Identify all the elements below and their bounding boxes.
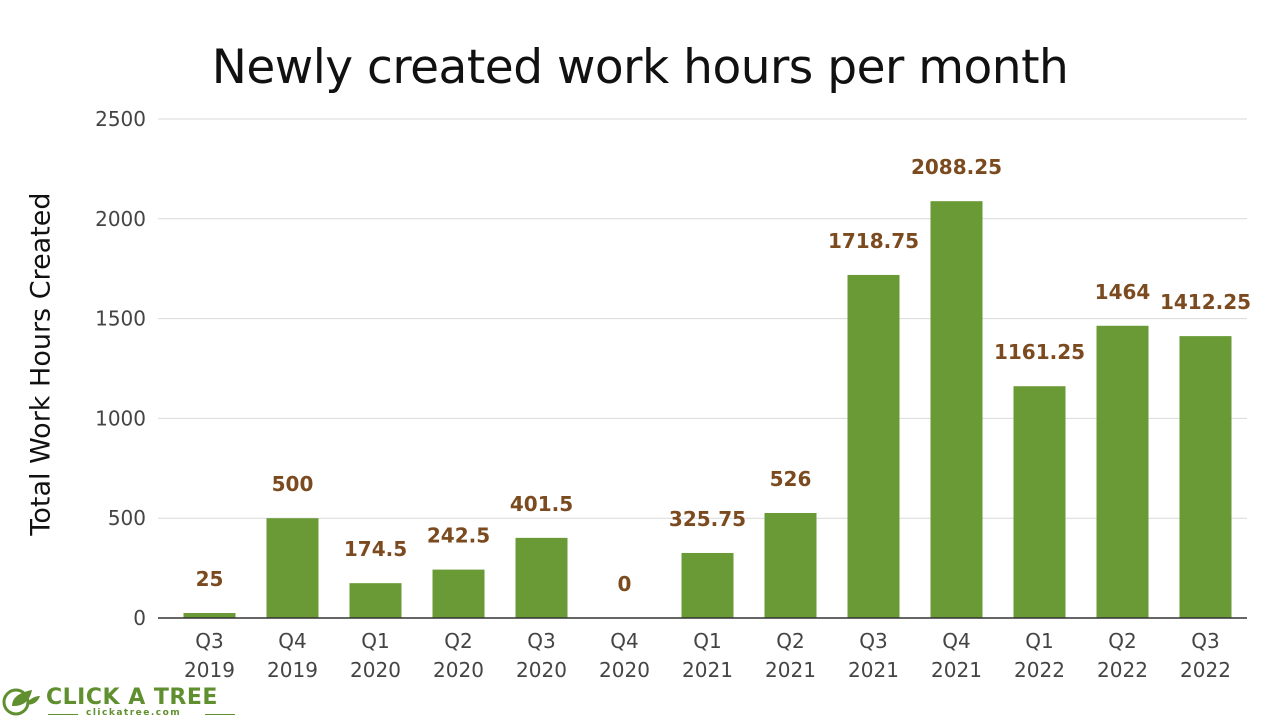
x-tick-label-quarter: Q2 bbox=[776, 629, 804, 653]
x-tick-label-year: 2021 bbox=[931, 658, 982, 682]
x-tick-label-year: 2020 bbox=[350, 658, 401, 682]
x-tick-label-quarter: Q3 bbox=[859, 629, 887, 653]
bar bbox=[1096, 325, 1149, 618]
logo-name: CLICK A TREE bbox=[46, 685, 218, 710]
logo-rule-left bbox=[48, 714, 78, 715]
data-label: 242.5 bbox=[427, 524, 490, 548]
bar bbox=[349, 583, 402, 618]
bar bbox=[847, 274, 900, 618]
x-tick-label-quarter: Q1 bbox=[693, 629, 721, 653]
x-tick-label-year: 2022 bbox=[1180, 658, 1231, 682]
bar bbox=[681, 552, 734, 618]
x-tick-label-year: 2021 bbox=[765, 658, 816, 682]
y-tick-label: 1000 bbox=[95, 406, 146, 430]
y-tick-label: 1500 bbox=[95, 307, 146, 331]
y-tick-label: 2500 bbox=[95, 107, 146, 131]
data-label: 1718.75 bbox=[828, 229, 919, 253]
y-tick-label: 500 bbox=[108, 506, 146, 530]
x-tick-label-year: 2021 bbox=[682, 658, 733, 682]
x-tick-label-quarter: Q3 bbox=[527, 629, 555, 653]
x-tick-label-year: 2019 bbox=[184, 658, 235, 682]
bar bbox=[183, 613, 236, 618]
x-tick-label-year: 2020 bbox=[599, 658, 650, 682]
data-label: 2088.25 bbox=[911, 155, 1002, 179]
data-label: 25 bbox=[196, 567, 224, 591]
x-tick-label-year: 2020 bbox=[516, 658, 567, 682]
x-tick-label-quarter: Q1 bbox=[361, 629, 389, 653]
bar bbox=[1013, 386, 1066, 618]
y-tick-label: 0 bbox=[133, 606, 146, 630]
bar bbox=[515, 537, 568, 618]
chart-title: Newly created work hours per month bbox=[211, 40, 1069, 95]
data-label: 526 bbox=[770, 467, 812, 491]
data-label: 174.5 bbox=[344, 537, 407, 561]
y-tick-label: 2000 bbox=[95, 207, 146, 231]
data-label: 325.75 bbox=[669, 507, 746, 531]
bar bbox=[764, 513, 817, 618]
data-label: 1464 bbox=[1095, 280, 1151, 304]
data-label: 1412.25 bbox=[1160, 290, 1251, 314]
x-tick-label-quarter: Q1 bbox=[1025, 629, 1053, 653]
bar bbox=[1179, 336, 1232, 618]
data-label: 0 bbox=[618, 572, 632, 596]
x-tick-label-quarter: Q4 bbox=[942, 629, 970, 653]
leaf-head-icon bbox=[2, 688, 40, 716]
x-tick-label-year: 2020 bbox=[433, 658, 484, 682]
bar bbox=[432, 569, 485, 618]
x-tick-label-year: 2019 bbox=[267, 658, 318, 682]
x-tick-label-quarter: Q4 bbox=[610, 629, 638, 653]
bar bbox=[930, 201, 983, 618]
x-tick-label-quarter: Q2 bbox=[444, 629, 472, 653]
x-tick-label-quarter: Q2 bbox=[1108, 629, 1136, 653]
x-tick-label-year: 2021 bbox=[848, 658, 899, 682]
x-tick-label-quarter: Q4 bbox=[278, 629, 306, 653]
data-label: 500 bbox=[272, 472, 314, 496]
x-tick-label-quarter: Q3 bbox=[1191, 629, 1219, 653]
x-tick-label-quarter: Q3 bbox=[195, 629, 223, 653]
data-label: 1161.25 bbox=[994, 340, 1085, 364]
x-tick-label-year: 2022 bbox=[1014, 658, 1065, 682]
x-tick-label-year: 2022 bbox=[1097, 658, 1148, 682]
bar bbox=[266, 518, 319, 618]
logo-rule-right bbox=[205, 714, 235, 715]
logo-url: clickatree.com bbox=[86, 708, 182, 718]
click-a-tree-logo: CLICK A TREE clickatree.com bbox=[0, 684, 250, 720]
data-label: 401.5 bbox=[510, 492, 573, 516]
